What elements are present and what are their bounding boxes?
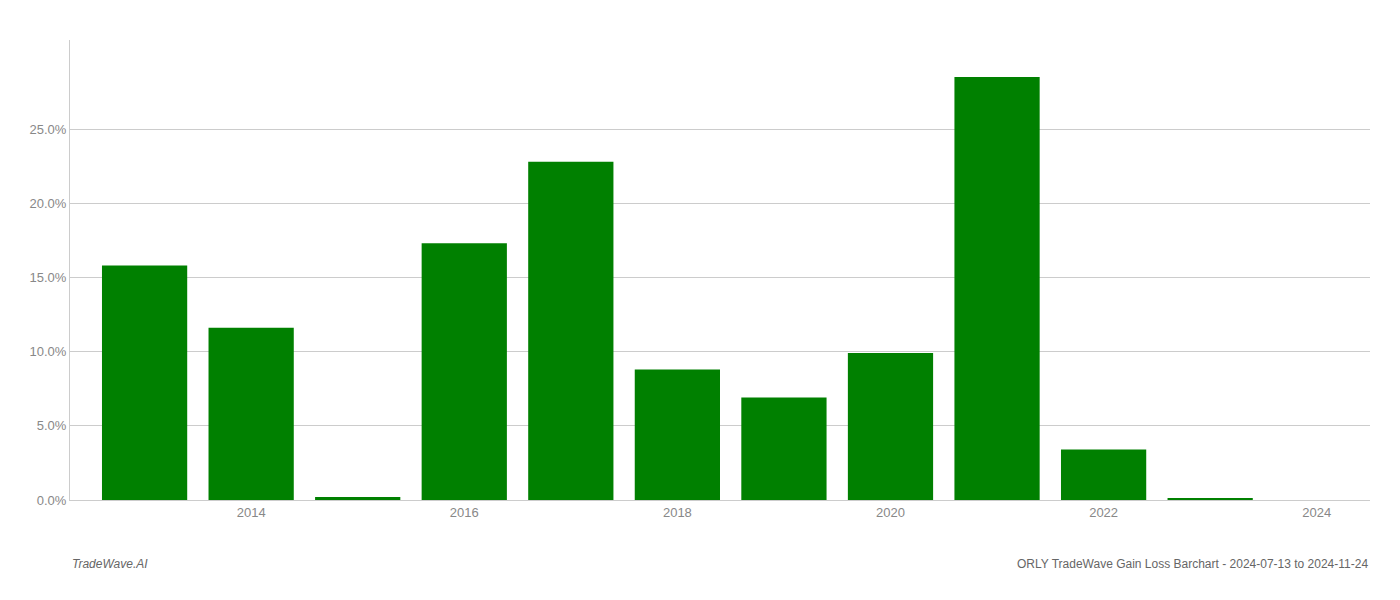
svg-text:2024: 2024 [1302,505,1331,520]
svg-text:15.0%: 15.0% [30,270,67,285]
svg-text:25.0%: 25.0% [30,122,67,137]
svg-text:0.0%: 0.0% [37,493,67,508]
svg-text:2020: 2020 [876,505,905,520]
svg-text:5.0%: 5.0% [37,418,67,433]
svg-text:2022: 2022 [1089,505,1118,520]
svg-text:2016: 2016 [450,505,479,520]
svg-text:TradeWave.AI: TradeWave.AI [72,557,148,571]
svg-text:10.0%: 10.0% [30,344,67,359]
svg-text:2018: 2018 [663,505,692,520]
svg-text:20.0%: 20.0% [30,196,67,211]
svg-text:ORLY TradeWave Gain Loss Barch: ORLY TradeWave Gain Loss Barchart - 2024… [1017,557,1368,571]
svg-text:2014: 2014 [237,505,266,520]
